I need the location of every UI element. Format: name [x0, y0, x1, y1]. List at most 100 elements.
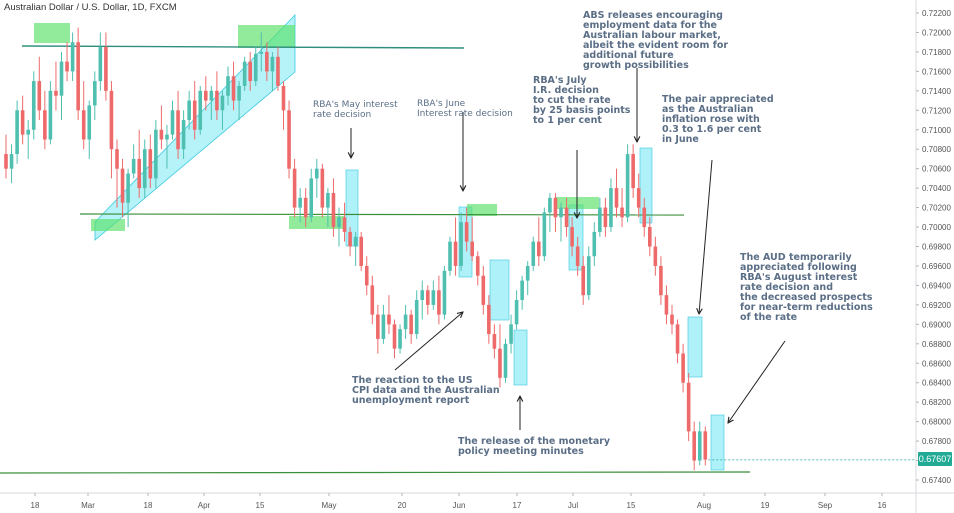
candle-body: [509, 324, 513, 344]
candle-body: [120, 168, 125, 203]
candle-body: [131, 158, 136, 174]
y-tick-label: 0.69600: [922, 262, 951, 271]
candle-body: [542, 212, 547, 257]
annotation-june-rba: RBA's June Interest rate decision: [417, 99, 513, 119]
candle-body: [109, 90, 114, 150]
y-tick-label: 0.67800: [922, 437, 951, 446]
candle-body: [614, 188, 619, 208]
y-tick-label: 0.70600: [922, 165, 951, 174]
candle-body: [220, 95, 225, 111]
candle-body: [281, 85, 286, 111]
y-tick-label: 0.67400: [922, 476, 951, 485]
annotation-may-rba: RBA's May interest rate decision: [313, 100, 398, 120]
candle-body: [631, 154, 635, 189]
x-tick-label: 20: [398, 501, 407, 510]
candle-body: [331, 192, 336, 228]
candle-body: [442, 270, 447, 315]
y-tick-label: 0.71000: [922, 126, 951, 135]
candle-body: [381, 314, 386, 339]
candle-body: [531, 241, 536, 266]
candle-body: [176, 110, 180, 150]
y-tick-label: 0.68400: [922, 379, 951, 388]
candle-body: [159, 129, 164, 140]
y-tick-label: 0.68600: [922, 359, 951, 368]
candle-body: [37, 81, 42, 111]
y-tick-label: 0.72000: [922, 28, 951, 37]
y-tick-label: 0.69800: [922, 243, 951, 252]
candle-body: [492, 334, 497, 349]
candle-body: [426, 290, 430, 305]
candle-body: [137, 158, 141, 189]
candle-body: [398, 329, 402, 349]
candle-body: [126, 173, 130, 203]
candle-body: [242, 61, 247, 86]
candle-body: [359, 236, 363, 266]
candle-body: [226, 76, 230, 96]
candle-body: [326, 192, 330, 208]
candle-body: [148, 149, 153, 179]
candle-body: [653, 246, 658, 266]
annotation-arrow: [394, 312, 463, 371]
candle-body: [697, 431, 702, 461]
y-tick-label: 0.72200: [922, 9, 951, 18]
candle-body: [537, 241, 541, 257]
candle-body: [253, 53, 258, 82]
candle-body: [475, 256, 480, 276]
candle-body: [59, 61, 64, 96]
annotation-july-rba: RBA's July I.R. decision to cut the rate…: [533, 75, 631, 126]
last-price-tag: 0.67607: [918, 452, 952, 466]
event-highlight-box: [513, 329, 528, 386]
candle-body: [364, 265, 369, 286]
candle-body: [464, 222, 469, 242]
candle-body: [620, 207, 624, 218]
candle-body: [498, 348, 502, 378]
candle-body: [670, 314, 674, 325]
candle-body: [154, 129, 158, 179]
candle-body: [581, 265, 585, 296]
candle-body: [520, 280, 524, 301]
candle-body: [276, 56, 280, 86]
event-highlight-box: [687, 316, 703, 378]
candle-body: [564, 207, 569, 228]
candle-body: [309, 178, 314, 218]
mid-support-line: [79, 213, 685, 216]
candle-body: [686, 382, 691, 432]
x-tick-label: Apr: [198, 501, 211, 510]
candle-body: [636, 188, 641, 208]
candle-body: [659, 265, 663, 296]
candle-body: [625, 154, 630, 218]
candle-body: [642, 207, 647, 228]
candle-body: [609, 188, 613, 228]
x-tick-label: Jul: [568, 501, 578, 510]
candle-body: [87, 105, 92, 140]
candle-body: [248, 61, 252, 82]
candle-body: [192, 100, 197, 130]
candle-body: [43, 110, 47, 140]
candle-body: [481, 275, 486, 305]
annotation-abs-employment: ABS releases encouraging employment data…: [583, 10, 729, 71]
annotation-us-cpi: The reaction to the US CPI data and the …: [352, 375, 500, 406]
candle-body: [559, 207, 563, 218]
y-tick-label: 0.70400: [922, 184, 951, 193]
x-tick-label: Aug: [697, 501, 711, 510]
candle-body: [420, 290, 425, 301]
y-tick-label: 0.71600: [922, 67, 951, 76]
candle-body: [265, 51, 269, 72]
candle-body: [20, 110, 25, 135]
y-tick-label: 0.71800: [922, 48, 951, 57]
candle-body: [548, 197, 552, 213]
candle-body: [664, 295, 669, 315]
candle-body: [9, 154, 14, 169]
candle-body: [204, 90, 208, 101]
candle-body: [65, 61, 69, 72]
y-tick-label: 0.71400: [922, 87, 951, 96]
candle-body: [692, 431, 696, 461]
candle-body: [170, 110, 175, 135]
candle-body: [76, 42, 80, 111]
candle-body: [487, 304, 491, 335]
candle-body: [681, 353, 685, 383]
candle-body: [337, 217, 341, 228]
candle-body: [514, 300, 519, 325]
x-tick-label: 16: [878, 501, 887, 510]
